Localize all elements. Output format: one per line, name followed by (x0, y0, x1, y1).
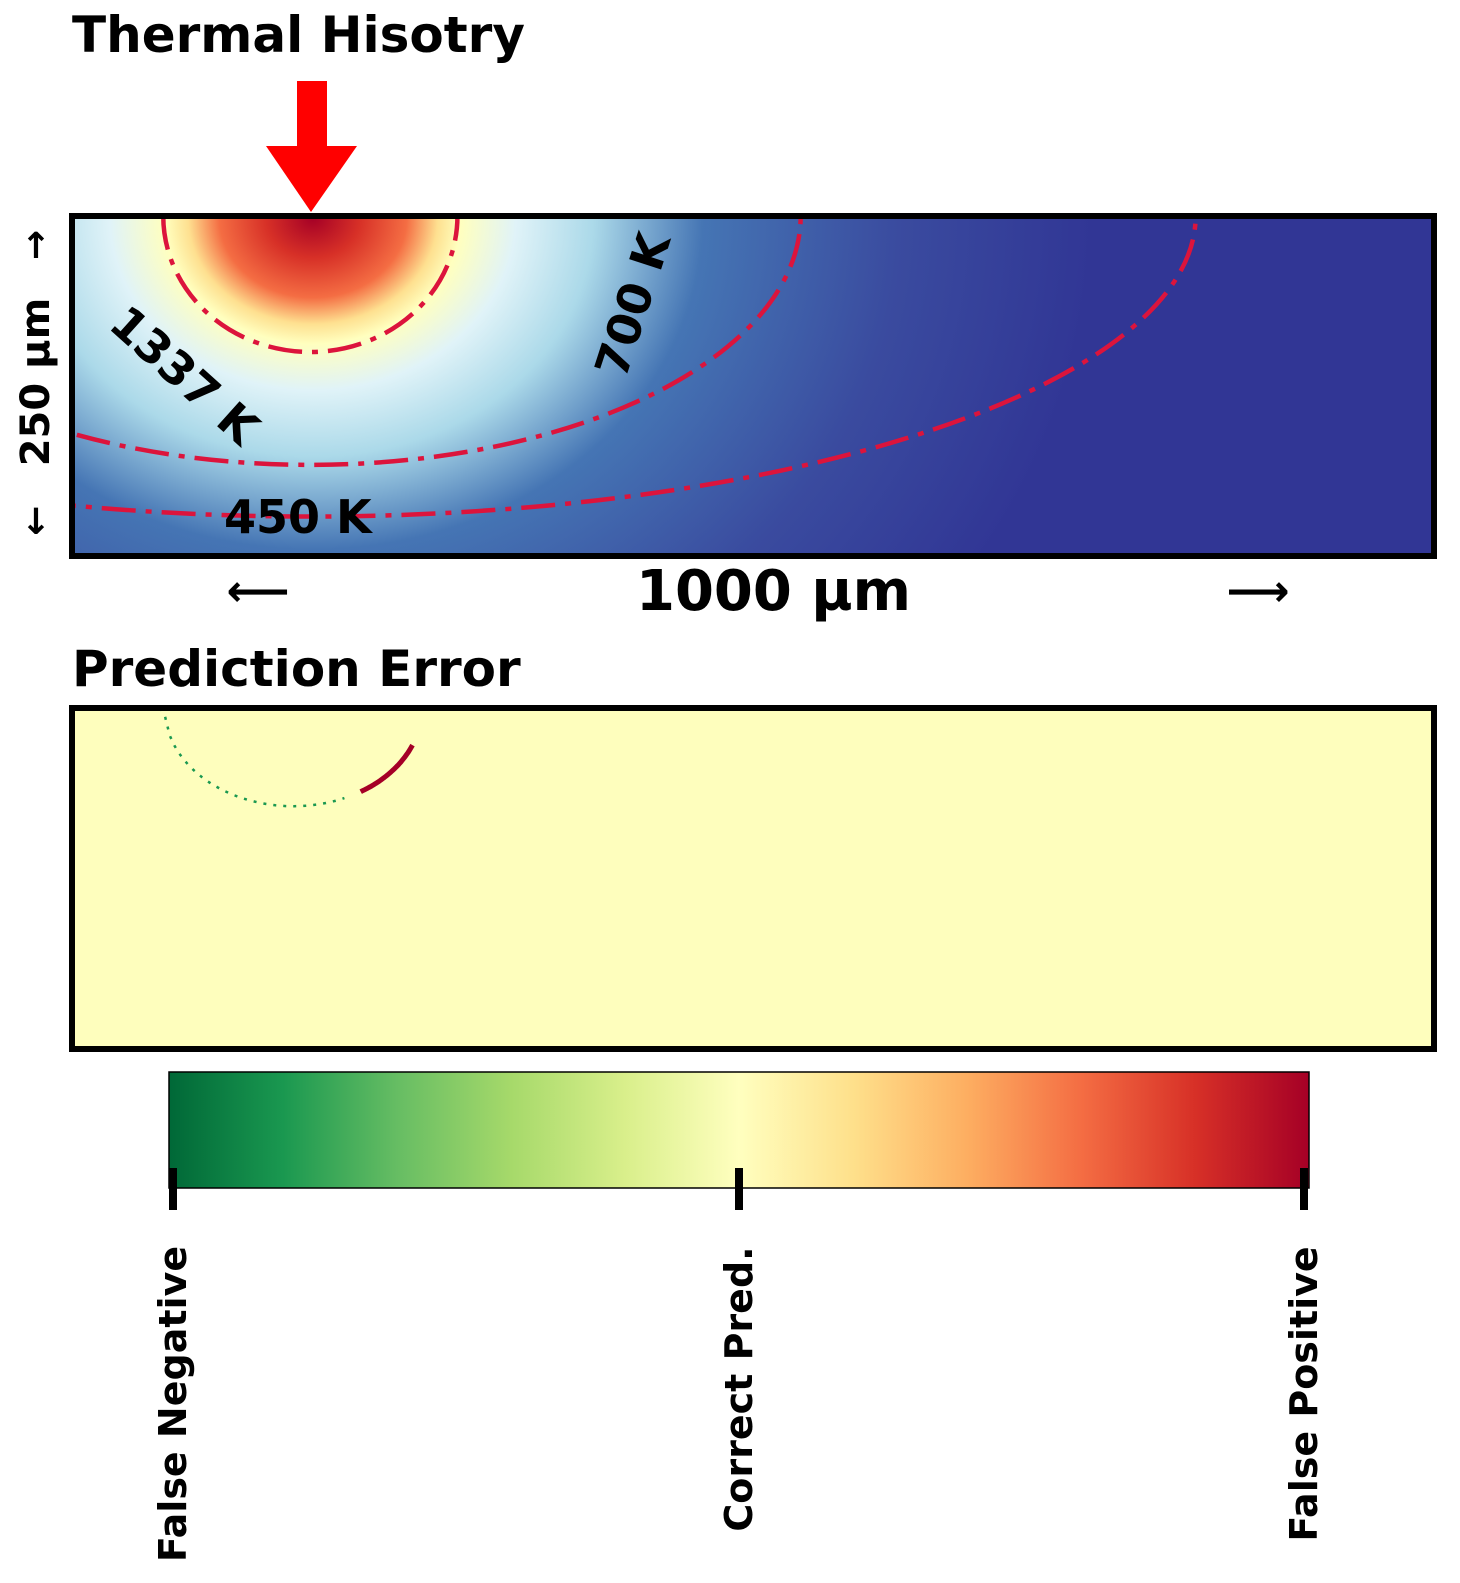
error-frame (69, 705, 1437, 1052)
depth-arrows: ↑ ↓ (21, 226, 51, 543)
colorbar (168, 1071, 1310, 1210)
contour-450K (72, 216, 1198, 519)
contour-1337K (161, 216, 460, 355)
colorbar-label-false-positive: False Positive (1282, 1246, 1326, 1542)
heat-source-arrow (266, 81, 357, 212)
false-positive-arc (359, 743, 415, 794)
depth-arrow-down: ↓ (21, 502, 51, 543)
prediction-error-title: Prediction Error (72, 640, 521, 698)
arrow-head (266, 146, 357, 212)
prediction-error-panel (69, 705, 1437, 1052)
width-arrow-right: ⟶ (1226, 566, 1289, 617)
depth-axis-label: 250 µm (13, 297, 59, 467)
colorbar-label-correct: Correct Pred. (717, 1246, 761, 1532)
thermal-history-panel (69, 81, 1437, 559)
thermal-frame (69, 213, 1437, 559)
thermal-field (72, 216, 1434, 556)
width-arrow-left: ⟵ (226, 566, 289, 617)
error-marks (159, 707, 415, 808)
colorbar-label-false-negative: False Negative (151, 1245, 195, 1563)
contour-lines (72, 216, 1198, 519)
width-arrows: ⟵ ⟶ (226, 566, 1289, 617)
contour-label-450: 450 K (224, 490, 372, 544)
depth-arrow-up: ↑ (21, 226, 51, 267)
thermal-history-title: Thermal Hisotry (72, 6, 525, 64)
false-negative-arc (159, 707, 345, 808)
width-axis-label: 1000 µm (636, 559, 911, 624)
arrow-shaft (297, 81, 327, 147)
error-field (72, 708, 1434, 1049)
